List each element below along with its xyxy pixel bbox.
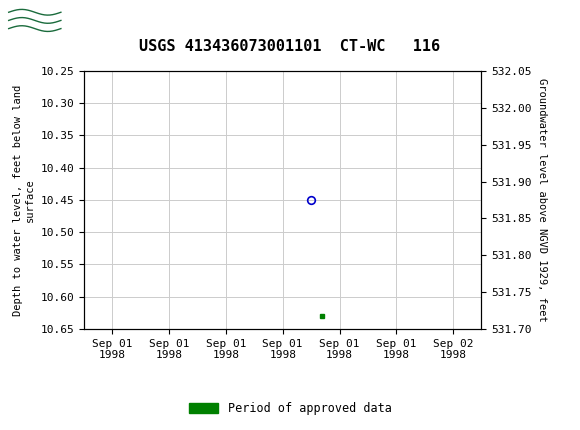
Bar (9, 4, 61, 37)
Text: USGS: USGS (70, 11, 129, 30)
Text: USGS 413436073001101  CT-WC   116: USGS 413436073001101 CT-WC 116 (139, 39, 441, 54)
Y-axis label: Groundwater level above NGVD 1929, feet: Groundwater level above NGVD 1929, feet (537, 78, 547, 322)
Legend: Period of approved data: Period of approved data (184, 397, 396, 420)
Y-axis label: Depth to water level, feet below land
surface: Depth to water level, feet below land su… (13, 84, 35, 316)
